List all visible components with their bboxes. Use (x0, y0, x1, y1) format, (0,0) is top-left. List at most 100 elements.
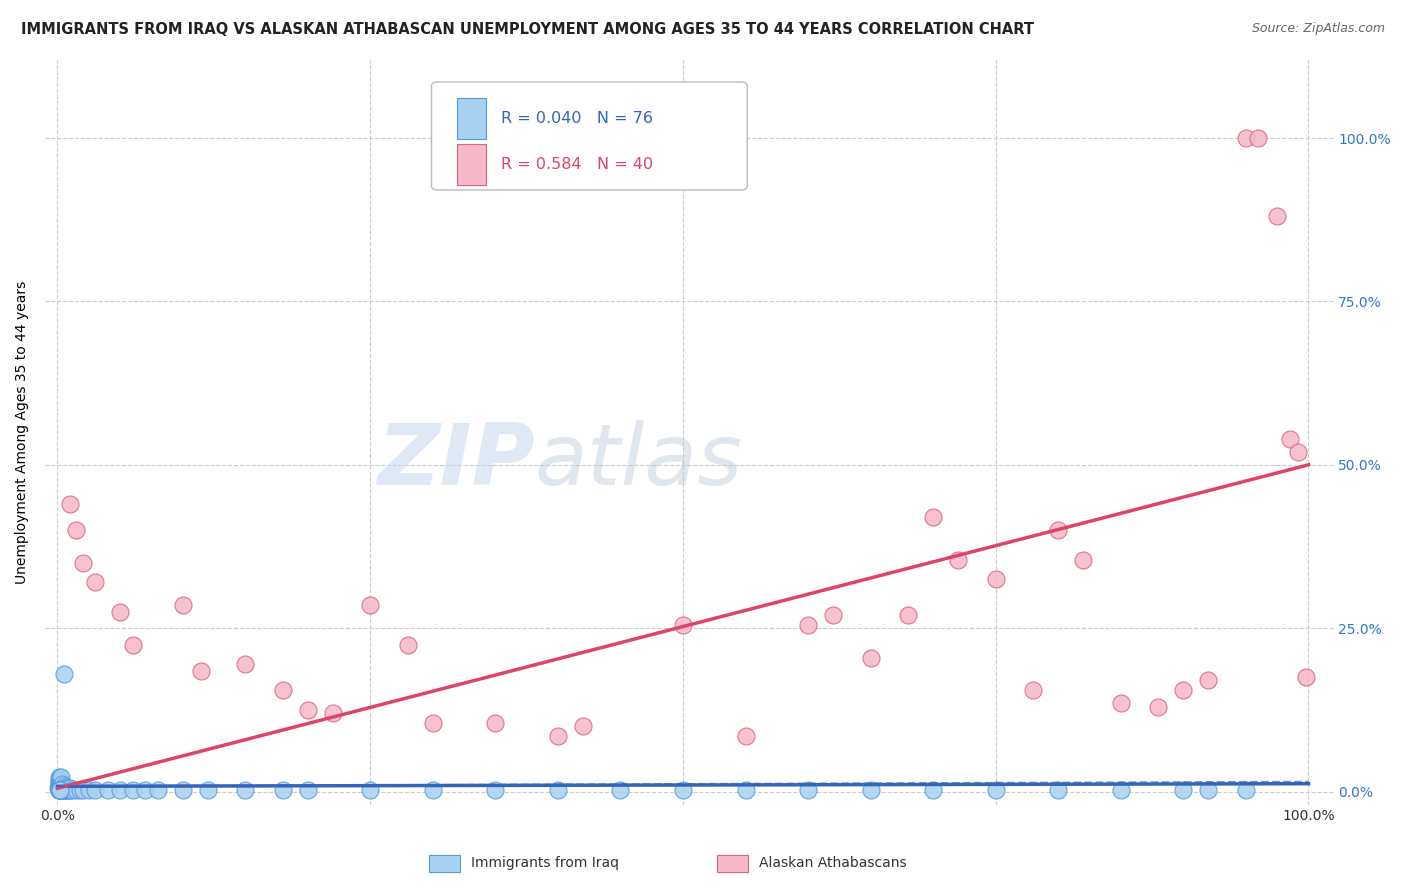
Point (51, 778, 73, 792)
Point (1234, 782, 1257, 797)
Point (108, 782, 131, 797)
Point (48, 782, 70, 797)
Point (1109, 696, 1132, 710)
Point (52, 780, 75, 794)
Point (52, 781, 75, 796)
Point (197, 782, 219, 797)
Point (734, 729, 756, 743)
Point (51, 782, 73, 797)
Point (51, 777, 73, 791)
Point (359, 599, 381, 613)
Point (51, 777, 73, 791)
Point (484, 782, 506, 797)
Point (96, 782, 118, 797)
Point (609, 782, 631, 797)
Point (49, 782, 72, 797)
Point (1247, 131, 1270, 145)
Point (53, 782, 76, 797)
Point (65, 523, 87, 537)
Point (984, 782, 1007, 797)
Point (672, 782, 695, 797)
Point (172, 782, 194, 797)
Point (922, 510, 945, 524)
Point (322, 706, 344, 720)
Point (48, 782, 70, 797)
Point (69, 782, 91, 797)
Point (49, 780, 72, 794)
Text: R = 0.040   N = 76: R = 0.040 N = 76 (501, 112, 654, 127)
Text: Alaskan Athabascans: Alaskan Athabascans (759, 855, 907, 870)
Point (422, 782, 444, 797)
FancyBboxPatch shape (432, 82, 747, 190)
Point (55, 781, 77, 796)
Point (859, 782, 882, 797)
Point (297, 782, 319, 797)
Point (84, 575, 107, 590)
Point (233, 782, 256, 797)
FancyBboxPatch shape (457, 98, 485, 139)
Point (56, 781, 79, 796)
Point (1147, 699, 1170, 714)
Text: atlas: atlas (534, 420, 742, 503)
Point (51, 782, 73, 797)
Point (948, 552, 970, 566)
Point (49, 778, 72, 792)
Point (53, 781, 76, 796)
Text: R = 0.584   N = 40: R = 0.584 N = 40 (501, 157, 654, 171)
Point (58, 782, 80, 797)
Point (984, 572, 1007, 586)
Point (1047, 782, 1070, 797)
Point (59, 782, 82, 797)
Text: ZIP: ZIP (377, 420, 534, 503)
Point (48, 777, 70, 791)
Point (65, 782, 87, 797)
Point (190, 664, 212, 678)
Point (422, 715, 444, 730)
Text: IMMIGRANTS FROM IRAQ VS ALASKAN ATHABASCAN UNEMPLOYMENT AMONG AGES 35 TO 44 YEAR: IMMIGRANTS FROM IRAQ VS ALASKAN ATHABASC… (21, 22, 1033, 37)
Point (51, 780, 73, 794)
Point (797, 618, 820, 632)
Point (1047, 523, 1070, 537)
Point (1197, 673, 1219, 688)
Point (271, 782, 294, 797)
Point (1197, 782, 1219, 797)
Point (51, 781, 73, 796)
Point (823, 608, 845, 623)
Point (62, 782, 84, 797)
Point (48, 770, 70, 784)
Point (572, 719, 595, 733)
Point (1278, 432, 1301, 446)
Point (797, 782, 820, 797)
Point (1071, 552, 1094, 566)
Point (52, 782, 75, 797)
Point (134, 782, 156, 797)
Text: Source: ZipAtlas.com: Source: ZipAtlas.com (1251, 22, 1385, 36)
Point (49, 782, 72, 797)
Point (922, 782, 945, 797)
Point (1288, 444, 1310, 458)
Point (49, 777, 72, 791)
Point (359, 782, 381, 797)
Point (84, 782, 107, 797)
Point (51, 780, 73, 794)
Point (1109, 782, 1132, 797)
Point (55, 782, 77, 797)
Text: Immigrants from Iraq: Immigrants from Iraq (471, 855, 619, 870)
Point (1022, 683, 1045, 698)
Point (77, 782, 100, 797)
Point (49, 782, 72, 797)
Point (49, 781, 72, 796)
Point (672, 618, 695, 632)
Point (547, 782, 569, 797)
Point (72, 782, 94, 797)
FancyBboxPatch shape (457, 144, 485, 185)
Point (1173, 683, 1195, 698)
Point (46, 781, 69, 796)
Point (146, 782, 169, 797)
Point (172, 599, 194, 613)
Point (859, 650, 882, 665)
Point (121, 782, 143, 797)
Point (49, 774, 72, 789)
Point (51, 772, 73, 787)
Point (48, 772, 70, 787)
